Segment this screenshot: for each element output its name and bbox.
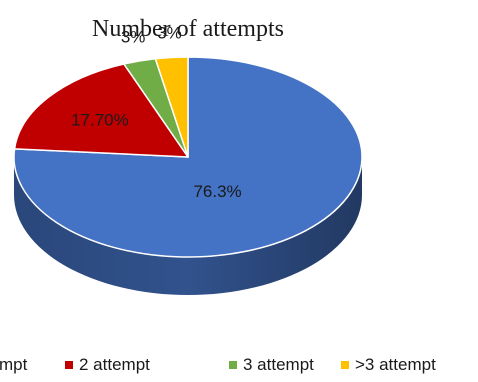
pie-slice-2-attempt	[13, 63, 189, 158]
chart-title: Number of attempts	[92, 16, 284, 42]
legend-item--3-attempt: >3 attempt	[341, 355, 436, 374]
legend-swatch-3-attempt	[229, 361, 237, 369]
data-label-2-attempt: 17.70%	[71, 110, 129, 129]
pie-top	[13, 56, 363, 258]
data-label-1-attempt: 76.3%	[193, 182, 241, 201]
pie-3d-side	[14, 157, 362, 295]
data-label-3-attempt: 3%	[121, 27, 146, 46]
legend-label-3-attempt: 3 attempt	[243, 355, 314, 374]
legend-swatch--3-attempt	[341, 361, 349, 369]
legend: mpt 2 attempt 3 attempt >3 attempt	[0, 355, 436, 374]
legend-item-3-attempt: 3 attempt	[229, 355, 314, 374]
legend-item-2-attempt: 2 attempt	[65, 355, 150, 374]
legend-label-1-attempt: mpt	[0, 355, 28, 374]
legend-label-2-attempt: 2 attempt	[79, 355, 150, 374]
pie-data-labels: 76.3% 17.70% 3% 3%	[71, 24, 242, 201]
legend-swatch-2-attempt	[65, 361, 73, 369]
legend-label--3-attempt: >3 attempt	[355, 355, 436, 374]
pie-side-1-attempt	[14, 157, 362, 295]
pie-slice--3-attempt	[154, 56, 189, 158]
data-label--3-attempt: 3%	[157, 24, 182, 43]
legend-item-1-attempt: mpt	[0, 355, 28, 374]
